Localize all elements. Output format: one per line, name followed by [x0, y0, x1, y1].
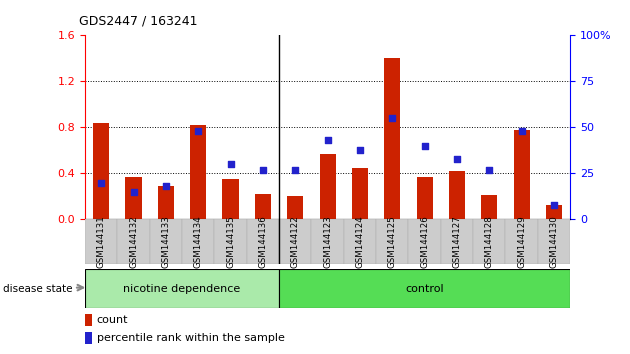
Text: GSM144130: GSM144130	[549, 215, 558, 268]
Point	[258, 167, 268, 173]
Text: GSM144123: GSM144123	[323, 215, 332, 268]
Bar	[376, 219, 408, 264]
Bar	[408, 219, 441, 264]
Bar	[352, 168, 368, 219]
Bar	[158, 186, 174, 219]
Point	[355, 147, 365, 152]
Bar	[481, 195, 498, 219]
Text: percentile rank within the sample: percentile rank within the sample	[96, 333, 285, 343]
Text: GSM144125: GSM144125	[388, 215, 397, 268]
Bar	[85, 314, 93, 326]
Text: disease state: disease state	[3, 284, 72, 293]
Bar	[546, 205, 562, 219]
Text: GSM144132: GSM144132	[129, 215, 138, 268]
Bar	[117, 219, 150, 264]
Text: GSM144127: GSM144127	[452, 215, 461, 268]
Bar	[93, 123, 110, 219]
Point	[193, 128, 203, 134]
Point	[290, 167, 301, 173]
Bar	[85, 219, 117, 264]
Bar	[538, 219, 570, 264]
Bar	[190, 125, 206, 219]
Bar	[344, 219, 376, 264]
Bar	[505, 219, 538, 264]
Point	[420, 143, 430, 149]
Point	[226, 161, 236, 167]
Text: GSM144126: GSM144126	[420, 215, 429, 268]
Text: count: count	[96, 315, 128, 325]
Bar	[441, 219, 473, 264]
Bar	[85, 332, 93, 344]
Text: nicotine dependence: nicotine dependence	[123, 284, 241, 293]
Point	[129, 189, 139, 195]
Point	[452, 156, 462, 161]
Text: GSM144135: GSM144135	[226, 215, 235, 268]
Bar	[150, 219, 182, 264]
Bar	[513, 130, 530, 219]
Bar	[287, 196, 304, 219]
Bar	[255, 194, 271, 219]
Point	[517, 128, 527, 134]
Point	[323, 137, 333, 143]
Bar	[247, 219, 279, 264]
Point	[96, 180, 106, 185]
Bar	[449, 171, 465, 219]
Point	[549, 202, 559, 207]
Bar	[279, 219, 311, 264]
Text: GSM144129: GSM144129	[517, 215, 526, 268]
Bar	[214, 219, 247, 264]
Point	[161, 183, 171, 189]
Text: GSM144133: GSM144133	[161, 215, 170, 268]
Bar	[279, 269, 570, 308]
Text: GSM144131: GSM144131	[97, 215, 106, 268]
Bar	[319, 154, 336, 219]
Bar	[384, 58, 401, 219]
Text: GSM144128: GSM144128	[485, 215, 494, 268]
Text: GSM144124: GSM144124	[355, 215, 364, 268]
Text: GSM144136: GSM144136	[258, 215, 267, 268]
Bar	[416, 177, 433, 219]
Point	[484, 167, 495, 173]
Bar	[125, 177, 142, 219]
Bar	[85, 269, 279, 308]
Point	[387, 115, 398, 121]
Text: GSM144122: GSM144122	[291, 215, 300, 268]
Text: control: control	[405, 284, 444, 293]
Bar	[222, 179, 239, 219]
Text: GDS2447 / 163241: GDS2447 / 163241	[79, 14, 197, 27]
Bar	[182, 219, 214, 264]
Text: GSM144134: GSM144134	[194, 215, 203, 268]
Bar	[311, 219, 344, 264]
Bar	[473, 219, 505, 264]
